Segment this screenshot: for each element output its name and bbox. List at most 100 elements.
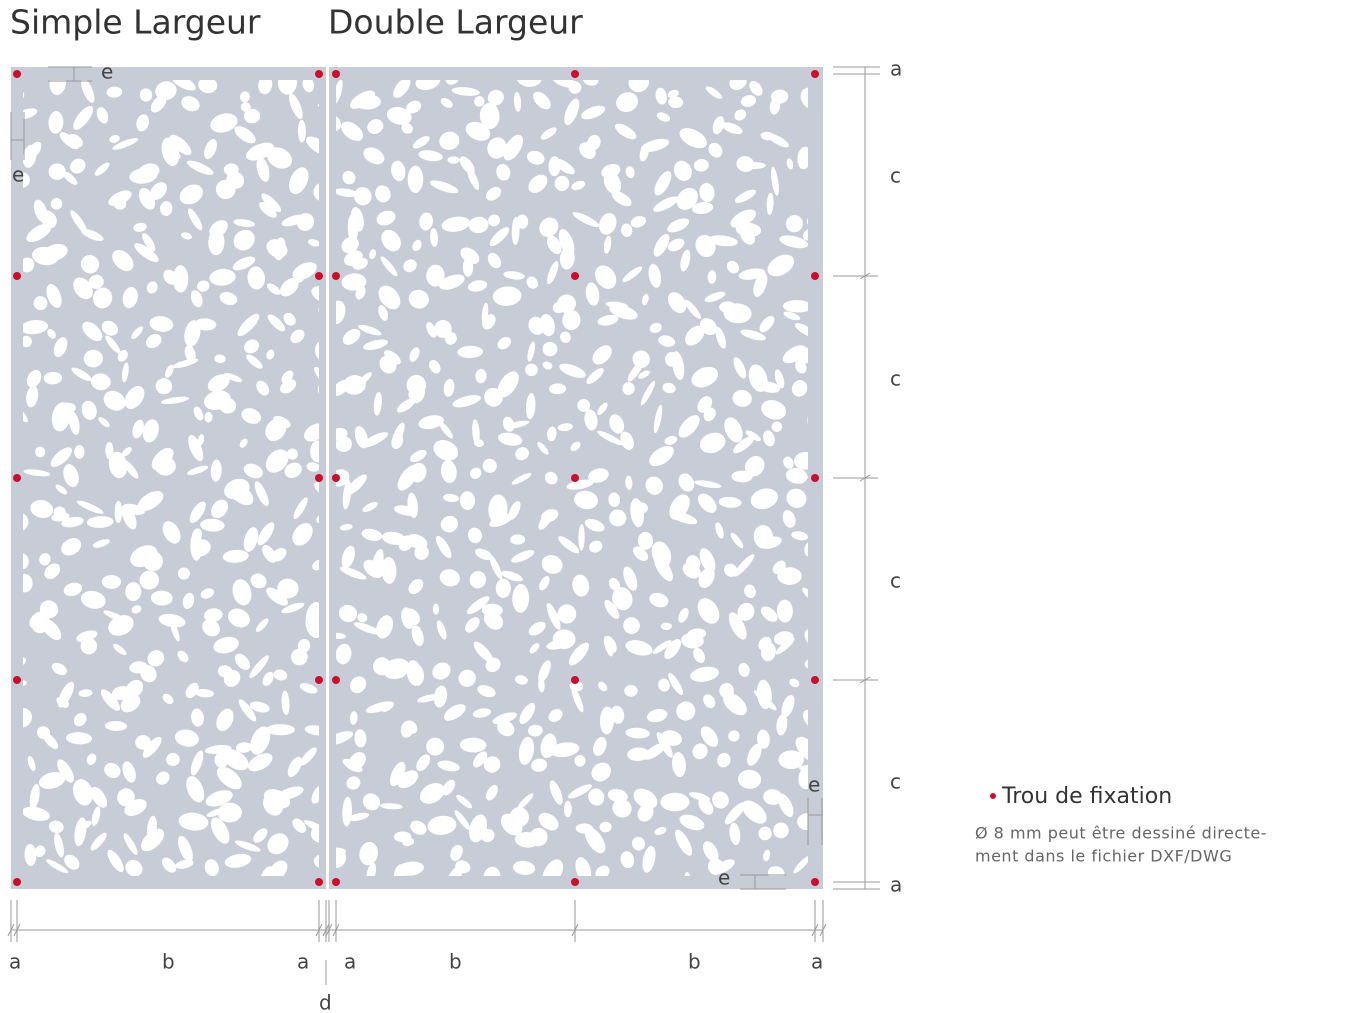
hole (483, 756, 501, 773)
hole (106, 86, 123, 98)
hole (578, 524, 585, 551)
hole (361, 432, 389, 448)
hole (802, 587, 808, 602)
hole (538, 677, 545, 693)
hole (29, 783, 40, 810)
hole (542, 859, 563, 876)
hole (798, 764, 808, 790)
hole (668, 672, 684, 695)
hole (638, 370, 651, 379)
hole (599, 212, 617, 235)
hole (604, 599, 620, 619)
hole (466, 596, 490, 615)
hole (655, 87, 667, 105)
hole (653, 404, 663, 434)
hole (185, 682, 199, 699)
hole (190, 290, 203, 308)
hole (121, 447, 132, 457)
hole (237, 313, 260, 337)
hole (352, 257, 368, 270)
hole (139, 570, 160, 590)
hole (538, 509, 554, 530)
hole (637, 531, 654, 550)
hole (406, 100, 422, 114)
hole (49, 80, 67, 96)
hole (108, 451, 128, 479)
hole (146, 333, 162, 349)
hole (23, 679, 27, 687)
hole (712, 791, 729, 809)
hole (120, 694, 141, 713)
hole (410, 449, 427, 463)
hole (224, 373, 243, 383)
hole (729, 80, 747, 91)
hole (625, 727, 650, 739)
hole (439, 274, 465, 290)
fixing-hole (571, 878, 579, 886)
hole (786, 488, 807, 508)
hole (197, 434, 205, 447)
hole (693, 159, 709, 172)
hole (125, 859, 143, 876)
hole (310, 440, 319, 463)
hole (473, 641, 494, 663)
hole (611, 191, 632, 207)
hole (142, 551, 163, 572)
hole (599, 706, 615, 735)
hole (419, 212, 433, 231)
hole (169, 151, 181, 160)
hole (269, 860, 288, 876)
hole (544, 471, 558, 485)
hole (226, 171, 245, 189)
hole (407, 165, 424, 193)
hole (191, 708, 204, 727)
hole (442, 779, 456, 796)
hole (767, 866, 785, 876)
hole (195, 689, 215, 698)
hole (341, 545, 355, 569)
hole (218, 397, 237, 414)
hole (791, 531, 808, 541)
dim-label: b (449, 950, 462, 974)
hole (562, 309, 581, 331)
hole (528, 621, 546, 636)
hole (234, 653, 251, 670)
hole (171, 80, 196, 91)
hole (549, 80, 575, 88)
hole (150, 590, 173, 606)
hole (667, 89, 679, 99)
hole (699, 182, 715, 203)
hole (353, 622, 381, 635)
hole (724, 802, 746, 825)
hole (188, 434, 204, 462)
hole (737, 769, 762, 789)
hole (160, 396, 189, 405)
hole (48, 163, 66, 180)
hole (32, 246, 59, 266)
hole (189, 501, 206, 523)
hole (473, 751, 488, 768)
hole (94, 162, 110, 176)
hole (673, 160, 692, 181)
hole (203, 608, 223, 623)
hole (428, 360, 441, 374)
hole (558, 536, 580, 554)
fixing-hole (811, 474, 819, 482)
hole (692, 201, 714, 215)
hole (362, 793, 381, 811)
hole (355, 285, 366, 300)
hole (794, 451, 808, 470)
hole (107, 849, 124, 873)
hole (457, 345, 484, 359)
hole (603, 235, 612, 254)
hole (538, 660, 551, 683)
hole (511, 472, 532, 485)
hole (408, 383, 425, 404)
hole (439, 131, 460, 150)
dim-label: a (811, 950, 823, 974)
hole (568, 784, 592, 799)
hole (557, 423, 573, 432)
hole (125, 582, 142, 602)
hole (705, 86, 723, 99)
hole (697, 598, 720, 624)
